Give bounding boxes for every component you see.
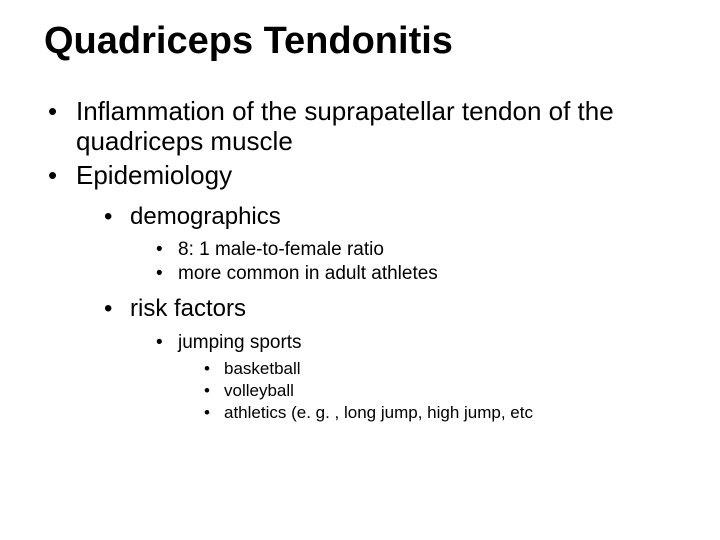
slide-title: Quadriceps Tendonitis <box>0 20 720 63</box>
list-item: Inflammation of the suprapatellar tendon… <box>44 97 720 157</box>
list-item: volleyball <box>204 380 720 402</box>
list-item: basketball <box>204 358 720 380</box>
list-item: more common in adult athletes <box>156 262 720 286</box>
list-item: athletics (e. g. , long jump, high jump,… <box>204 402 720 424</box>
list-item: 8: 1 male-to-female ratio <box>156 238 720 262</box>
bullet-text: risk factors <box>130 295 246 322</box>
bullet-text: 8: 1 male-to-female ratio <box>178 239 384 260</box>
list-item: Epidemiology demographics 8: 1 male-to-f… <box>44 161 720 425</box>
list-item: risk factors jumping sports basketball v… <box>102 293 720 424</box>
bullet-list-level-4: basketball volleyball athletics (e. g. ,… <box>178 358 720 424</box>
bullet-text: Inflammation of the suprapatellar tendon… <box>76 96 614 156</box>
bullet-list-level-1: Inflammation of the suprapatellar tendon… <box>0 97 720 425</box>
bullet-text: more common in adult athletes <box>178 263 438 284</box>
bullet-text: basketball <box>224 359 301 378</box>
bullet-list-level-3: 8: 1 male-to-female ratio more common in… <box>130 238 720 286</box>
bullet-text: jumping sports <box>178 332 302 353</box>
bullet-text: Epidemiology <box>76 160 232 190</box>
bullet-text: volleyball <box>224 381 294 400</box>
bullet-list-level-2: demographics 8: 1 male-to-female ratio m… <box>76 201 720 425</box>
bullet-text: athletics (e. g. , long jump, high jump,… <box>224 403 533 422</box>
bullet-text: demographics <box>130 203 281 230</box>
list-item: demographics 8: 1 male-to-female ratio m… <box>102 201 720 286</box>
list-item: jumping sports basketball volleyball ath… <box>156 331 720 425</box>
bullet-list-level-3: jumping sports basketball volleyball ath… <box>130 331 720 425</box>
